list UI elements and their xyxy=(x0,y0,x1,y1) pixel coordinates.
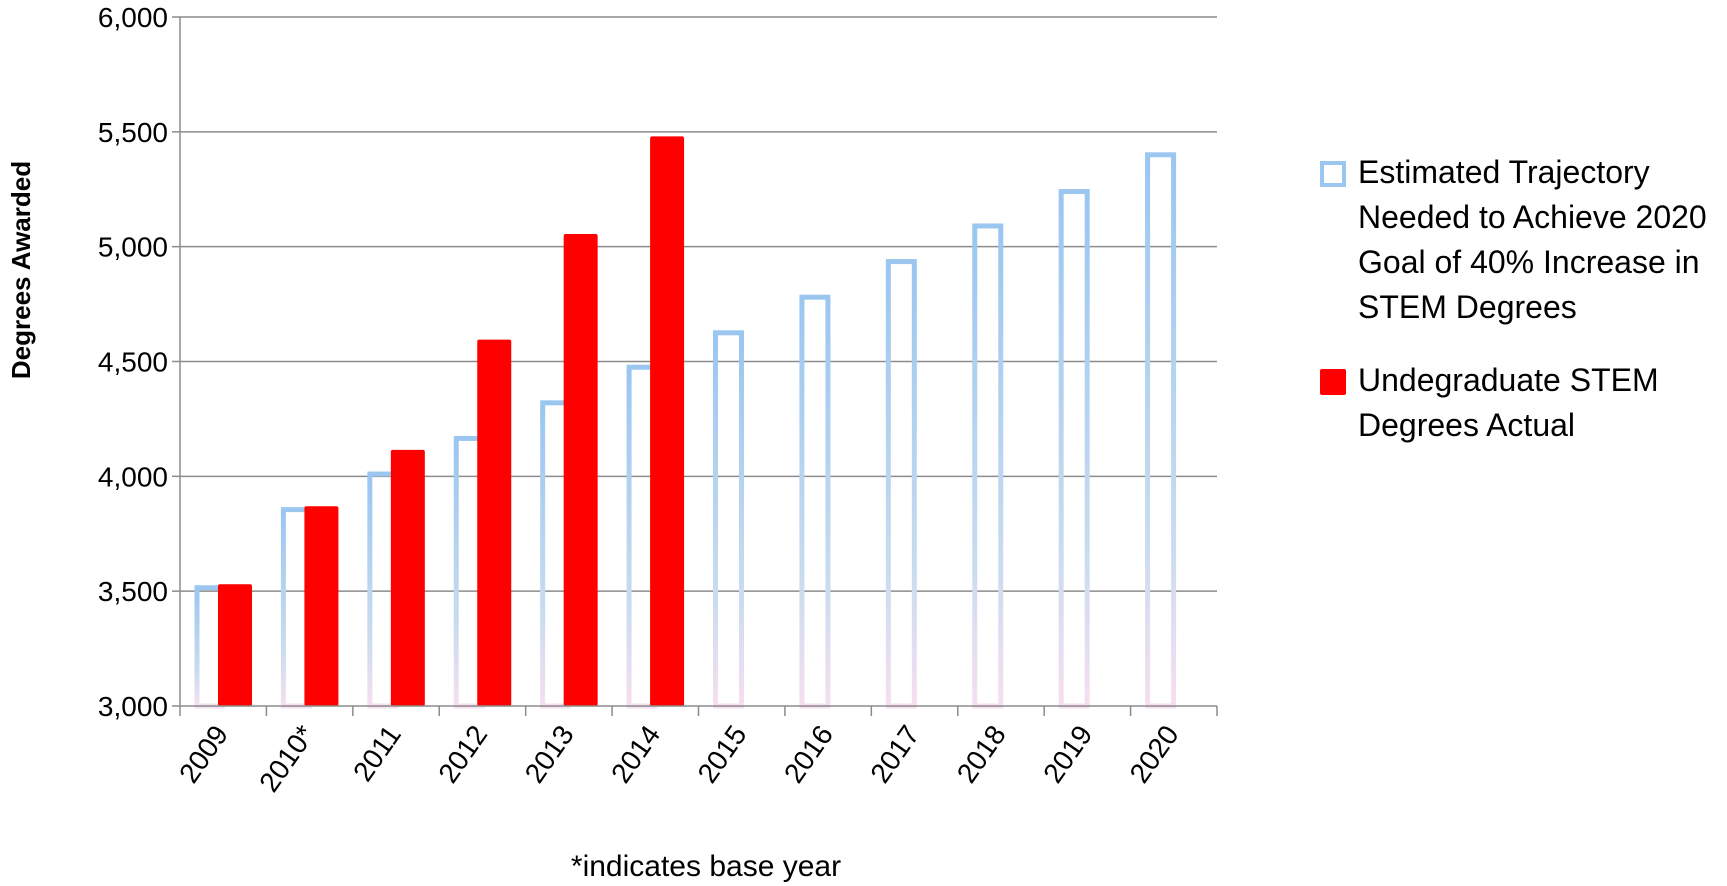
y-tick-label: 3,000 xyxy=(98,691,168,722)
axes xyxy=(172,16,1218,716)
x-tick-label: 2009 xyxy=(173,720,234,789)
trajectory-bar xyxy=(972,223,1004,709)
actual-bar xyxy=(563,234,598,706)
y-tick-label: 4,000 xyxy=(98,461,168,492)
legend-item-actual: Undegraduate STEM Degrees Actual xyxy=(1320,358,1720,448)
actual-bar xyxy=(218,584,252,706)
x-tick-label: 2018 xyxy=(951,720,1012,789)
trajectory-bar xyxy=(1058,189,1090,709)
x-tick-label: 2014 xyxy=(605,720,666,789)
trajectory-bar xyxy=(799,294,831,709)
bars xyxy=(194,136,1177,709)
x-tick-label: 2015 xyxy=(691,720,752,789)
y-axis-title: Degrees Awarded xyxy=(6,161,36,379)
trajectory-bar xyxy=(885,259,917,709)
x-tick-label: 2012 xyxy=(432,720,493,789)
x-tick-labels: 2009 2010* 2011 2012 2013 2014 2015 2016 2017 201… xyxy=(173,720,1185,798)
legend-label-estimated-trajectory: Estimated Trajectory Needed to Achieve 2… xyxy=(1358,154,1707,325)
y-tick-label: 5,500 xyxy=(98,117,168,148)
y-tick-labels: 3,000 3,500 4,000 4,500 5,000 5,500 6,000 xyxy=(98,2,168,722)
x-tick-label: 2013 xyxy=(519,720,580,789)
trajectory-bar xyxy=(1145,152,1177,709)
legend-label-actual: Undegraduate STEM Degrees Actual xyxy=(1358,362,1659,443)
actual-bar xyxy=(390,449,425,706)
actual-bar xyxy=(304,506,339,706)
gridlines xyxy=(180,16,1217,592)
x-tick-label: 2019 xyxy=(1037,720,1098,789)
trajectory-bar xyxy=(713,330,744,709)
actual-bar xyxy=(650,136,685,707)
x-tick-label: 2010* xyxy=(253,720,320,798)
y-tick-label: 4,500 xyxy=(98,347,168,378)
y-tick-label: 3,500 xyxy=(98,576,168,607)
x-tick-label: 2020 xyxy=(1124,720,1185,789)
y-tick-label: 6,000 xyxy=(98,2,168,33)
legend-swatch-outline xyxy=(1320,161,1346,187)
x-tick-label: 2011 xyxy=(347,720,407,787)
legend: Estimated Trajectory Needed to Achieve 2… xyxy=(1320,150,1720,476)
y-tick-label: 5,000 xyxy=(98,232,168,263)
x-tick-label: 2017 xyxy=(864,720,925,789)
x-tick-label: 2016 xyxy=(778,720,839,789)
base-year-note: *indicates base year xyxy=(571,850,841,883)
legend-item-estimated-trajectory: Estimated Trajectory Needed to Achieve 2… xyxy=(1320,150,1720,330)
legend-swatch-filled xyxy=(1320,369,1346,395)
actual-bar xyxy=(477,339,512,706)
